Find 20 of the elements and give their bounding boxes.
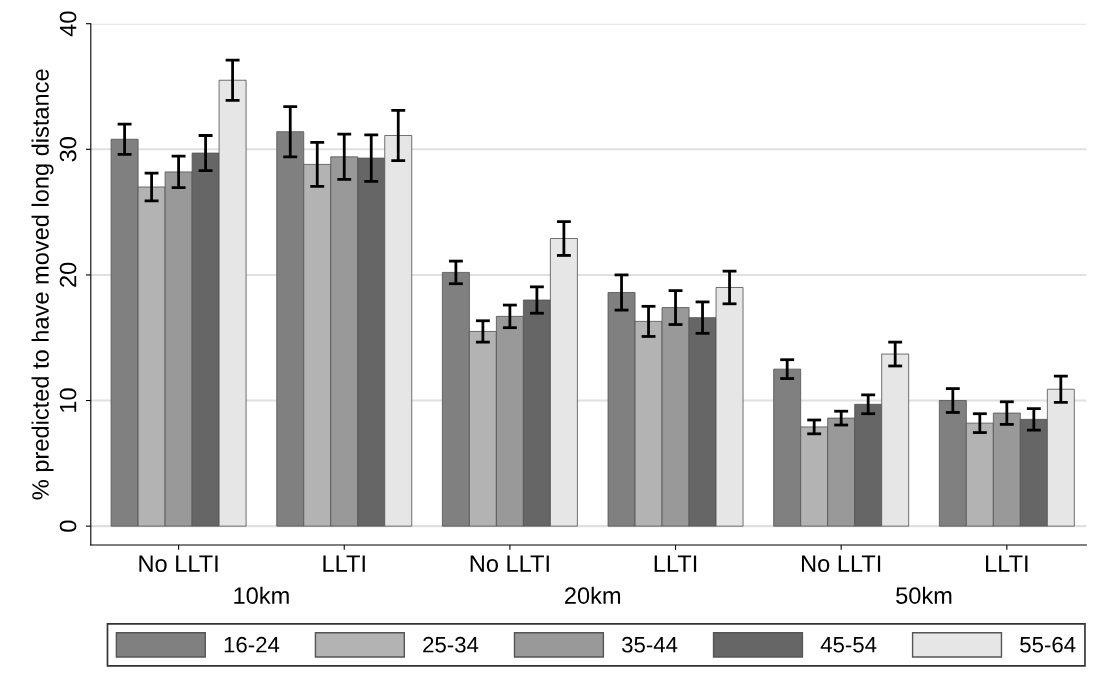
y-axis-title: % predicted to have moved long distance — [31, 69, 54, 500]
x-tick-label: No LLTI — [802, 555, 881, 573]
text: 50km — [896, 586, 952, 604]
y-tick-label: 10 — [59, 388, 77, 412]
y-tick-label: 20 — [59, 262, 77, 287]
legend-label: 16-24 — [224, 636, 280, 653]
x-tick-label: No LLTI — [470, 555, 549, 573]
x-tick-label: No LLTI — [139, 555, 218, 573]
text: 10km — [234, 586, 289, 604]
x-tick-label: LLTI — [654, 555, 697, 572]
x-tick-label: LLTI — [986, 555, 1028, 572]
x-tick-label: LLTI — [323, 555, 365, 572]
legend-label: 45-54 — [820, 637, 877, 653]
legend-label: 35-44 — [622, 636, 678, 653]
y-tick-label: 40 — [59, 11, 77, 37]
legend-label: 25-34 — [423, 636, 479, 653]
text: 20km — [565, 586, 621, 604]
y-tick-label: 0 — [59, 520, 77, 532]
y-tick-label: 30 — [59, 137, 77, 162]
legend-label: 55-64 — [1020, 636, 1076, 653]
